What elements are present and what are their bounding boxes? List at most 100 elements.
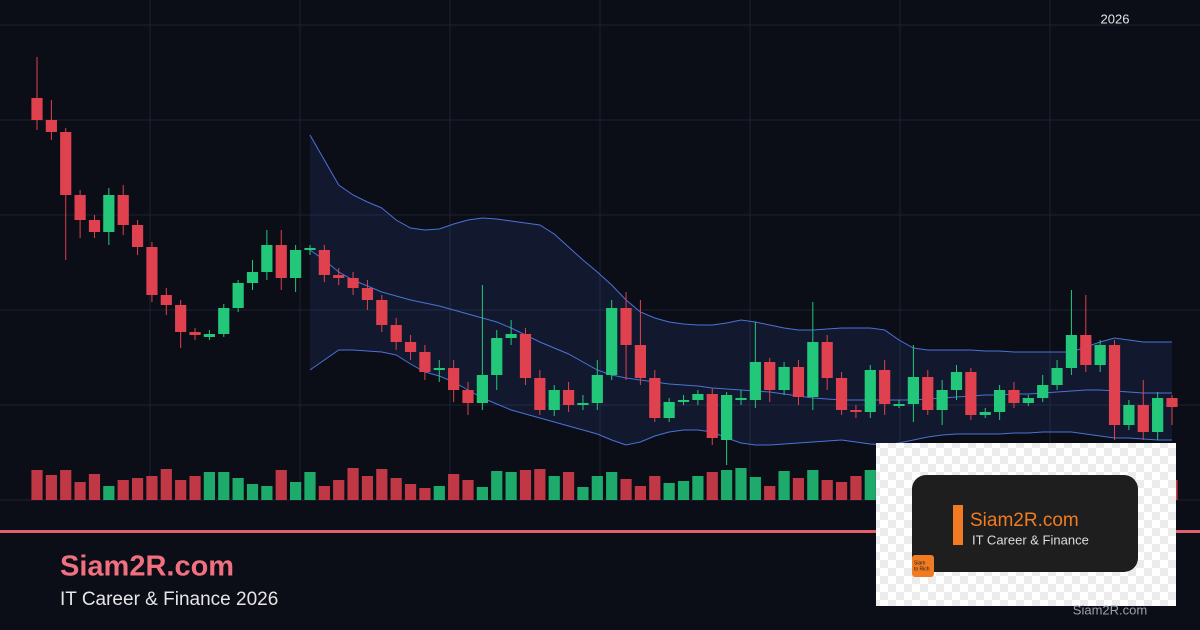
candle-body [519, 334, 532, 378]
candle-body [792, 367, 805, 397]
candle-body [864, 370, 876, 412]
candle-body [965, 372, 977, 415]
candle-body [117, 195, 129, 225]
volume-bar [476, 487, 488, 500]
card-subtitle: IT Career & Finance [972, 532, 1089, 547]
candle-body [821, 342, 833, 378]
logo-card: Siam2R.com IT Career & Finance Siam to R… [876, 443, 1176, 606]
volume-bar [31, 470, 43, 500]
volume-bar [606, 472, 618, 500]
time-label: 2026 [1101, 11, 1130, 26]
volume-bar [433, 486, 445, 500]
candle-body [189, 332, 201, 335]
candle-body [175, 305, 187, 332]
volume-bar [404, 484, 417, 500]
candle-body [131, 225, 144, 247]
volume-bar [448, 474, 460, 500]
candle-body [1037, 385, 1049, 398]
candle-body [261, 245, 273, 272]
volume-bar [749, 477, 761, 500]
volume-bar [74, 482, 86, 500]
volume-bar [189, 476, 201, 500]
candle-body [304, 248, 316, 250]
card-icon-text: to Rich [914, 566, 930, 572]
card-title: Siam2R.com [970, 510, 1079, 531]
candle-body [88, 220, 101, 232]
volume-bar [103, 486, 115, 500]
volume-bar [864, 470, 876, 500]
volume-bar [577, 487, 589, 500]
card-panel [912, 475, 1138, 572]
candle-body [936, 390, 948, 410]
candle-body [721, 395, 733, 440]
candle-body [749, 362, 761, 400]
volume-bar [591, 476, 603, 500]
candle-body [677, 400, 690, 402]
candle-body [562, 390, 575, 405]
volume-bar [304, 472, 316, 500]
candle-body [1022, 398, 1034, 403]
volume-bar [203, 472, 216, 500]
volume-bar [692, 476, 704, 500]
volume-bar [721, 470, 733, 500]
candle-body [1137, 405, 1149, 432]
volume-bar [45, 475, 57, 500]
candle-body [74, 195, 86, 220]
candle-body [361, 288, 374, 300]
candle-body [993, 390, 1006, 412]
band-line [309, 134, 1172, 353]
candle-body [606, 308, 618, 375]
candle-body [103, 195, 115, 232]
volume-bar [60, 470, 72, 500]
volume-bar [821, 480, 833, 500]
candle-body [692, 394, 704, 400]
candle-body [491, 338, 503, 375]
volume-bar [218, 472, 230, 500]
candle-body [1123, 405, 1135, 425]
candle-body [879, 370, 891, 404]
volume-bar [131, 478, 144, 500]
card-accent [953, 505, 963, 545]
candle-body [160, 295, 172, 305]
candle-body [663, 402, 675, 418]
volume-bar [548, 476, 560, 500]
candle-body [218, 308, 230, 334]
watermark: Siam2R.com [1073, 602, 1147, 617]
candle-body [1152, 398, 1164, 432]
candle-body [764, 362, 776, 390]
candle-body [534, 378, 546, 410]
volume-bar [318, 486, 330, 500]
volume-bar [117, 480, 129, 500]
volume-bar [562, 472, 575, 500]
candle-body [548, 390, 560, 410]
volume-bar [232, 478, 244, 500]
volume-bar [376, 469, 388, 500]
candle-body [1065, 335, 1078, 368]
candle-body [835, 378, 848, 410]
candle-body [649, 378, 661, 418]
candle-body [850, 410, 862, 412]
candle-body [591, 375, 603, 403]
candle-body [318, 250, 330, 275]
volume-bar [419, 488, 431, 500]
candle-body [1094, 345, 1106, 365]
candle-body [448, 368, 460, 390]
candle-body [376, 300, 388, 325]
volume-bar [146, 476, 158, 500]
volume-bar [663, 483, 675, 500]
volume-bar [462, 480, 474, 500]
volume-bar [261, 486, 273, 500]
volume-bar [792, 478, 805, 500]
candle-body [706, 394, 718, 438]
volume-bar [246, 484, 259, 500]
volume-bar [850, 476, 862, 500]
candle-body [246, 272, 259, 283]
card-icon-text: Siam [914, 560, 925, 566]
candle-body [577, 403, 589, 405]
candle-body [462, 390, 474, 403]
volume-bar [835, 482, 848, 500]
candle-body [634, 345, 647, 378]
volume-bar [275, 470, 287, 500]
brand-title: Siam2R.com [60, 551, 234, 583]
